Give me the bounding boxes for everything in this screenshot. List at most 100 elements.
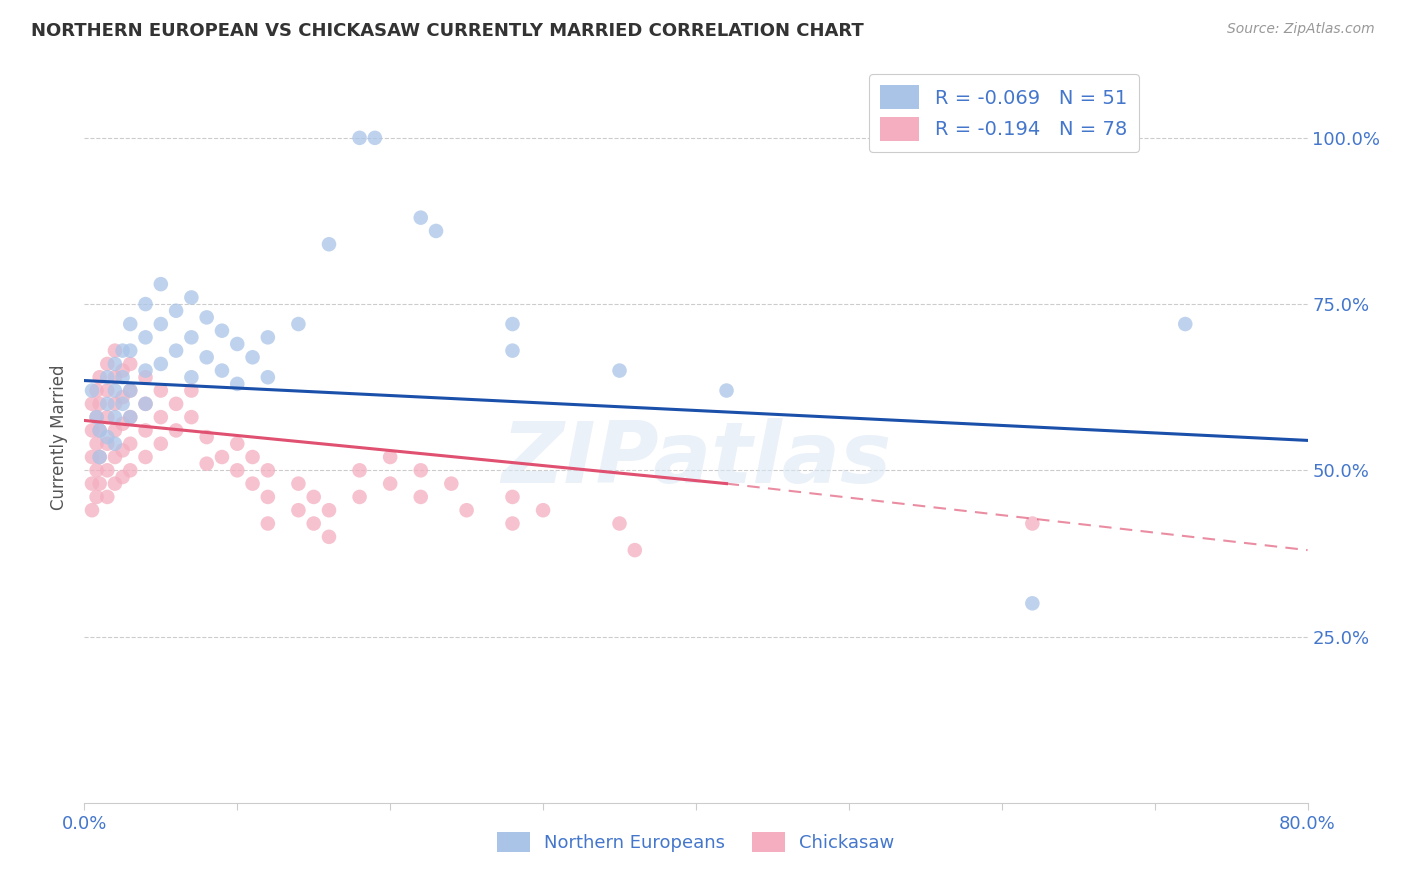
Point xyxy=(609,516,631,531)
Point xyxy=(1021,516,1043,531)
Point xyxy=(111,443,134,458)
Point xyxy=(318,530,340,544)
Point xyxy=(120,357,142,371)
Point xyxy=(135,297,157,311)
Point xyxy=(96,490,118,504)
Point xyxy=(89,424,111,438)
Point xyxy=(86,384,108,398)
Point xyxy=(86,490,108,504)
Point xyxy=(380,450,402,464)
Point xyxy=(624,543,647,558)
Point xyxy=(502,343,524,358)
Text: ZIPatlas: ZIPatlas xyxy=(501,417,891,500)
Point xyxy=(149,317,172,331)
Point xyxy=(287,476,309,491)
Point xyxy=(120,436,142,450)
Point xyxy=(135,370,157,384)
Point xyxy=(180,330,202,344)
Point xyxy=(104,450,127,464)
Point xyxy=(502,490,524,504)
Point xyxy=(257,463,280,477)
Point xyxy=(135,450,157,464)
Point xyxy=(149,384,172,398)
Point xyxy=(180,384,202,398)
Point xyxy=(135,424,157,438)
Point xyxy=(302,490,325,504)
Point xyxy=(104,384,127,398)
Point xyxy=(104,410,127,425)
Point xyxy=(86,410,108,425)
Point xyxy=(409,463,432,477)
Legend: Northern Europeans, Chickasaw: Northern Europeans, Chickasaw xyxy=(491,824,901,860)
Point xyxy=(80,384,103,398)
Point xyxy=(104,436,127,450)
Point xyxy=(1021,596,1043,610)
Point xyxy=(287,503,309,517)
Point xyxy=(80,503,103,517)
Point xyxy=(96,397,118,411)
Point xyxy=(349,490,371,504)
Point xyxy=(89,397,111,411)
Point xyxy=(89,370,111,384)
Point xyxy=(242,351,264,365)
Point xyxy=(111,343,134,358)
Point xyxy=(409,490,432,504)
Point xyxy=(257,370,280,384)
Point xyxy=(226,337,249,351)
Point xyxy=(104,476,127,491)
Point xyxy=(364,131,387,145)
Point xyxy=(120,343,142,358)
Point xyxy=(716,384,738,398)
Point xyxy=(86,463,108,477)
Point xyxy=(211,450,233,464)
Point xyxy=(135,363,157,377)
Point xyxy=(104,424,127,438)
Point xyxy=(96,410,118,425)
Point xyxy=(165,397,187,411)
Point xyxy=(502,317,524,331)
Point xyxy=(257,330,280,344)
Point xyxy=(409,211,432,225)
Point xyxy=(111,397,134,411)
Point xyxy=(96,384,118,398)
Point xyxy=(257,516,280,531)
Point xyxy=(242,450,264,464)
Point xyxy=(242,476,264,491)
Point xyxy=(149,357,172,371)
Point xyxy=(287,317,309,331)
Point xyxy=(89,450,111,464)
Point xyxy=(111,363,134,377)
Point xyxy=(135,397,157,411)
Point xyxy=(86,436,108,450)
Point xyxy=(180,410,202,425)
Point xyxy=(111,417,134,431)
Point xyxy=(111,370,134,384)
Point xyxy=(89,424,111,438)
Point xyxy=(104,397,127,411)
Point xyxy=(195,351,218,365)
Point xyxy=(226,376,249,391)
Point xyxy=(195,457,218,471)
Point xyxy=(531,503,554,517)
Point xyxy=(149,410,172,425)
Y-axis label: Currently Married: Currently Married xyxy=(51,364,69,510)
Point xyxy=(120,384,142,398)
Point xyxy=(80,424,103,438)
Point xyxy=(86,410,108,425)
Point xyxy=(349,463,371,477)
Point xyxy=(80,397,103,411)
Point xyxy=(165,303,187,318)
Point xyxy=(80,450,103,464)
Point xyxy=(120,410,142,425)
Point xyxy=(135,330,157,344)
Point xyxy=(96,430,118,444)
Point xyxy=(211,324,233,338)
Point xyxy=(180,290,202,304)
Point xyxy=(96,436,118,450)
Point xyxy=(1174,317,1197,331)
Point xyxy=(195,430,218,444)
Point xyxy=(318,503,340,517)
Point xyxy=(96,370,118,384)
Point xyxy=(180,370,202,384)
Point xyxy=(104,357,127,371)
